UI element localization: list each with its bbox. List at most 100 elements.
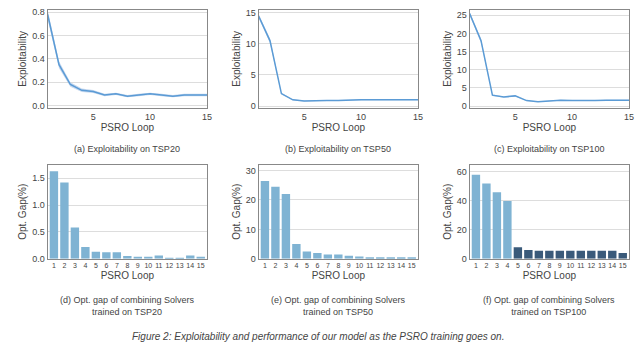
- svg-text:0.2: 0.2: [32, 77, 45, 87]
- svg-text:10: 10: [144, 262, 152, 269]
- svg-text:1.5: 1.5: [32, 173, 45, 183]
- svg-text:12: 12: [165, 262, 173, 269]
- svg-text:7: 7: [326, 262, 330, 269]
- svg-text:Opt. Gap(%): Opt. Gap(%): [442, 184, 453, 240]
- svg-text:15: 15: [202, 112, 212, 122]
- svg-text:6: 6: [315, 262, 319, 269]
- svg-text:10: 10: [567, 112, 577, 122]
- svg-text:PSRO Loop: PSRO Loop: [523, 122, 577, 133]
- svg-text:Exploitability: Exploitability: [231, 31, 242, 87]
- svg-text:5: 5: [516, 262, 520, 269]
- svg-text:0: 0: [462, 101, 467, 111]
- svg-text:15: 15: [246, 8, 256, 18]
- svg-text:5: 5: [251, 70, 256, 80]
- svg-text:10: 10: [566, 262, 574, 269]
- svg-text:0.6: 0.6: [32, 31, 45, 41]
- svg-text:(f) Opt. gap of combining Solv: (f) Opt. gap of combining Solverstrained…: [483, 295, 615, 317]
- svg-text:5: 5: [94, 262, 98, 269]
- svg-text:PSRO Loop: PSRO Loop: [101, 270, 155, 281]
- svg-text:(a) Exploitability on TSP20: (a) Exploitability on TSP20: [74, 144, 180, 154]
- svg-text:11: 11: [577, 262, 584, 269]
- svg-text:8: 8: [125, 262, 129, 269]
- svg-text:11: 11: [366, 262, 373, 269]
- svg-text:1.0: 1.0: [32, 200, 45, 210]
- svg-text:13: 13: [176, 262, 184, 269]
- svg-text:(d) Opt. gap of combining Solv: (d) Opt. gap of combining Solverstrained…: [60, 295, 195, 317]
- svg-text:14: 14: [397, 262, 405, 269]
- svg-text:60: 60: [457, 167, 467, 177]
- svg-text:20: 20: [457, 225, 467, 235]
- svg-text:0.8: 0.8: [32, 7, 45, 17]
- svg-text:(c) Exploitability on TSP100: (c) Exploitability on TSP100: [494, 144, 604, 154]
- svg-text:0: 0: [251, 254, 256, 264]
- svg-text:5: 5: [91, 112, 96, 122]
- svg-text:2: 2: [62, 262, 66, 269]
- svg-text:4: 4: [505, 262, 509, 269]
- svg-text:(b) Exploitability on TSP50: (b) Exploitability on TSP50: [285, 144, 391, 154]
- svg-text:5: 5: [462, 83, 467, 93]
- svg-text:PSRO Loop: PSRO Loop: [312, 270, 366, 281]
- svg-text:12: 12: [376, 262, 384, 269]
- svg-text:9: 9: [558, 262, 562, 269]
- svg-text:9: 9: [136, 262, 140, 269]
- svg-text:15: 15: [457, 47, 467, 57]
- svg-text:15: 15: [408, 262, 416, 269]
- svg-text:30: 30: [246, 166, 256, 176]
- svg-text:7: 7: [537, 262, 541, 269]
- svg-text:0: 0: [251, 101, 256, 111]
- svg-text:3: 3: [284, 262, 288, 269]
- svg-text:3: 3: [73, 262, 77, 269]
- svg-text:20: 20: [246, 195, 256, 205]
- svg-text:Exploitability: Exploitability: [442, 31, 453, 87]
- svg-text:15: 15: [197, 262, 205, 269]
- svg-text:14: 14: [186, 262, 194, 269]
- svg-text:1: 1: [474, 262, 478, 269]
- svg-text:10: 10: [246, 225, 256, 235]
- svg-text:Opt. Gap(%): Opt. Gap(%): [17, 184, 28, 240]
- svg-text:PSRO Loop: PSRO Loop: [523, 270, 577, 281]
- svg-text:3: 3: [495, 262, 499, 269]
- svg-text:20: 20: [457, 29, 467, 39]
- svg-text:PSRO Loop: PSRO Loop: [101, 122, 155, 133]
- svg-text:5: 5: [513, 112, 518, 122]
- svg-text:0.0: 0.0: [32, 101, 45, 111]
- svg-text:40: 40: [457, 196, 467, 206]
- svg-text:Opt. Gap(%): Opt. Gap(%): [231, 184, 242, 240]
- svg-text:2: 2: [484, 262, 488, 269]
- svg-text:13: 13: [387, 262, 395, 269]
- svg-text:15: 15: [619, 262, 627, 269]
- svg-text:6: 6: [526, 262, 530, 269]
- svg-text:0.4: 0.4: [32, 54, 45, 64]
- svg-text:10: 10: [355, 262, 363, 269]
- svg-text:0: 0: [462, 254, 467, 264]
- svg-text:9: 9: [347, 262, 351, 269]
- svg-text:0.0: 0.0: [32, 254, 45, 264]
- svg-text:4: 4: [83, 262, 87, 269]
- svg-text:6: 6: [104, 262, 108, 269]
- svg-text:0.5: 0.5: [32, 227, 45, 237]
- svg-text:10: 10: [356, 112, 366, 122]
- svg-text:1: 1: [52, 262, 56, 269]
- svg-text:25: 25: [457, 10, 467, 20]
- svg-text:7: 7: [115, 262, 119, 269]
- svg-text:15: 15: [413, 112, 423, 122]
- svg-text:4: 4: [294, 262, 298, 269]
- svg-text:PSRO Loop: PSRO Loop: [312, 122, 366, 133]
- svg-text:11: 11: [155, 262, 162, 269]
- svg-text:13: 13: [598, 262, 606, 269]
- svg-text:(e) Opt. gap of combining Solv: (e) Opt. gap of combining Solverstrained…: [271, 295, 406, 317]
- svg-text:8: 8: [547, 262, 551, 269]
- svg-text:8: 8: [336, 262, 340, 269]
- svg-text:Exploitability: Exploitability: [17, 31, 28, 87]
- svg-text:1: 1: [263, 262, 267, 269]
- svg-text:15: 15: [624, 112, 634, 122]
- svg-text:5: 5: [302, 112, 307, 122]
- svg-text:10: 10: [145, 112, 155, 122]
- svg-text:Figure 2: Exploitability and p: Figure 2: Exploitability and performance…: [132, 331, 504, 342]
- svg-text:10: 10: [457, 65, 467, 75]
- svg-text:10: 10: [246, 39, 256, 49]
- svg-text:2: 2: [273, 262, 277, 269]
- svg-text:14: 14: [608, 262, 616, 269]
- svg-text:5: 5: [305, 262, 309, 269]
- svg-text:12: 12: [587, 262, 595, 269]
